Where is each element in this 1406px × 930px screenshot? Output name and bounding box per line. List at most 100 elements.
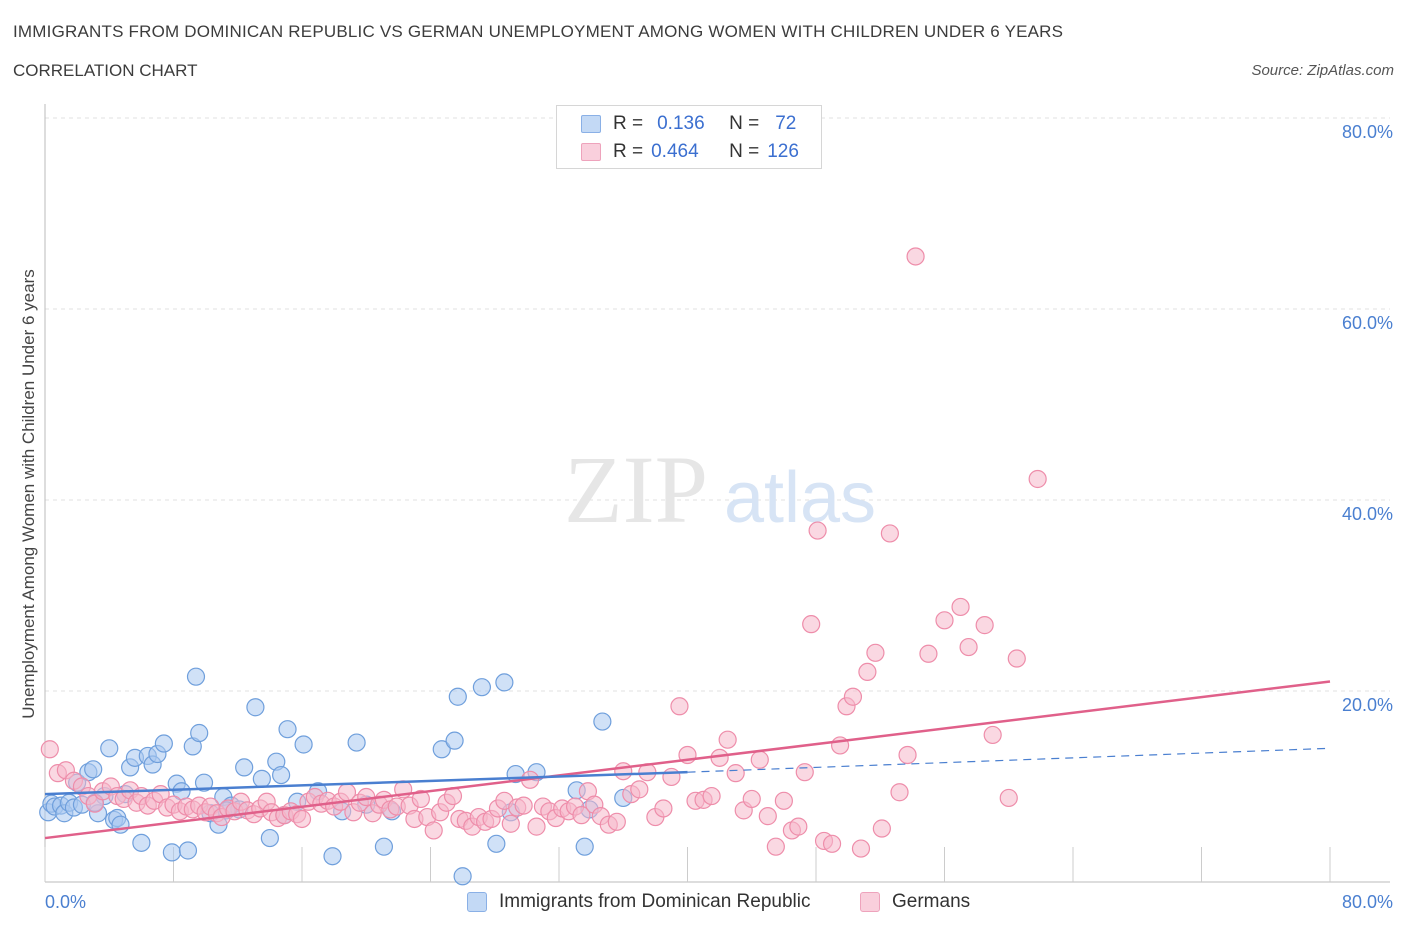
german-point [975, 616, 994, 635]
bottom-legend-dominican: Immigrants from Dominican Republic [467, 889, 811, 915]
y-tick-label: 80.0% [1342, 122, 1393, 142]
german-point [872, 819, 891, 838]
bottom-legend-swatch-dominican [467, 892, 487, 912]
dominican-point [132, 833, 151, 852]
german-point [851, 839, 871, 858]
german-point [630, 780, 649, 799]
dominican-point [472, 678, 491, 697]
dominican-point [194, 773, 214, 792]
y-tick-label: 40.0% [1342, 504, 1393, 524]
german-point [607, 812, 626, 831]
german-point [898, 745, 917, 765]
dominican-point [294, 735, 313, 754]
german-point [527, 817, 546, 836]
y-tick-label: 20.0% [1342, 695, 1393, 715]
tick-labels: 20.0% 40.0% 60.0% 80.0% 0.0% 80.0% [45, 122, 1393, 912]
legend-r-label: R = [613, 113, 644, 134]
gridlines [45, 117, 1390, 692]
y-tick-label: 60.0% [1342, 313, 1393, 333]
x-tick-label: 80.0% [1342, 892, 1393, 912]
dominican-point [575, 837, 594, 856]
legend-swatch-germans [581, 143, 601, 161]
trend-line-dominican-extension [687, 747, 1331, 773]
german-point [710, 748, 729, 767]
german-point [670, 697, 689, 716]
german-point [866, 643, 885, 662]
german-point [858, 662, 877, 682]
trend-line-germans [44, 680, 1331, 840]
german-point [1007, 649, 1026, 668]
german-point [774, 791, 793, 810]
watermark-zip: ZIP [564, 436, 708, 543]
bottom-legend-label-dominican: Immigrants from Dominican Republic [499, 891, 811, 912]
dominican-point [190, 723, 209, 743]
dominican-point [448, 687, 467, 706]
german-point [514, 796, 533, 815]
chart-title: IMMIGRANTS FROM DOMINICAN REPUBLIC VS GE… [13, 22, 1064, 41]
dominican-point [186, 667, 206, 686]
chart-subtitle: CORRELATION CHART [13, 61, 198, 80]
legend-r-value: 0.464 [651, 141, 699, 162]
x-tick-label: 0.0% [45, 892, 86, 912]
german-point [726, 764, 745, 783]
legend-n-value: 72 [775, 113, 797, 134]
trend-lines [44, 680, 1331, 840]
dominican-point [252, 769, 271, 788]
german-point [906, 247, 925, 266]
dominican-point [445, 731, 464, 750]
dominican-point [432, 740, 451, 759]
german-point [802, 615, 821, 634]
legend-row-dominican: R = 0.136 N = 72 [581, 112, 796, 136]
dominican-point [272, 765, 291, 785]
dominican-point [84, 760, 103, 779]
dominican-point [347, 733, 366, 752]
legend-n-value: 126 [767, 141, 799, 162]
german-point [572, 806, 591, 825]
german-point [411, 789, 430, 809]
german-point [999, 788, 1018, 808]
german-point [702, 786, 721, 806]
dominican-point [246, 698, 265, 717]
german-point [1028, 469, 1047, 489]
watermark: ZIP atlas [564, 436, 876, 543]
y-axis-label: Unemployment Among Women with Children U… [19, 269, 38, 718]
correlation-legend: R = 0.136 N = 72 R = 0.464 N = 126 [556, 105, 822, 169]
german-point [935, 611, 954, 630]
bottom-legend-swatch-germans [860, 892, 880, 912]
dominican-point [487, 834, 506, 853]
german-point [843, 687, 863, 706]
german-point [654, 799, 673, 818]
german-point [890, 783, 909, 802]
german-point [822, 834, 842, 853]
german-point [789, 817, 808, 836]
german-point [40, 740, 59, 759]
dominican-point [323, 847, 342, 866]
german-point [808, 521, 827, 540]
dominican-point [178, 841, 198, 860]
dominican-point [235, 758, 254, 777]
dominican-point [154, 734, 173, 753]
german-point [766, 837, 785, 856]
german-point [292, 809, 312, 829]
german-point [750, 750, 769, 769]
german-point [983, 725, 1002, 745]
legend-r-value: 0.136 [657, 113, 705, 134]
dominican-point [278, 720, 297, 739]
trend-line-dominican [44, 770, 688, 796]
legend-n-label: N = [729, 141, 760, 162]
german-point [614, 762, 633, 781]
german-point [718, 730, 737, 749]
german-point [501, 814, 520, 833]
german-point [742, 789, 761, 809]
german-point [951, 597, 970, 617]
bottom-legend-germans: Germans [860, 889, 970, 915]
german-point [758, 807, 777, 826]
watermark-atlas: atlas [724, 458, 876, 538]
german-point [424, 821, 443, 840]
dominican-point [495, 673, 514, 692]
dominican-point [100, 739, 119, 758]
german-point [795, 763, 814, 782]
dominican-point [260, 828, 279, 848]
series-germans-points [40, 247, 1047, 858]
